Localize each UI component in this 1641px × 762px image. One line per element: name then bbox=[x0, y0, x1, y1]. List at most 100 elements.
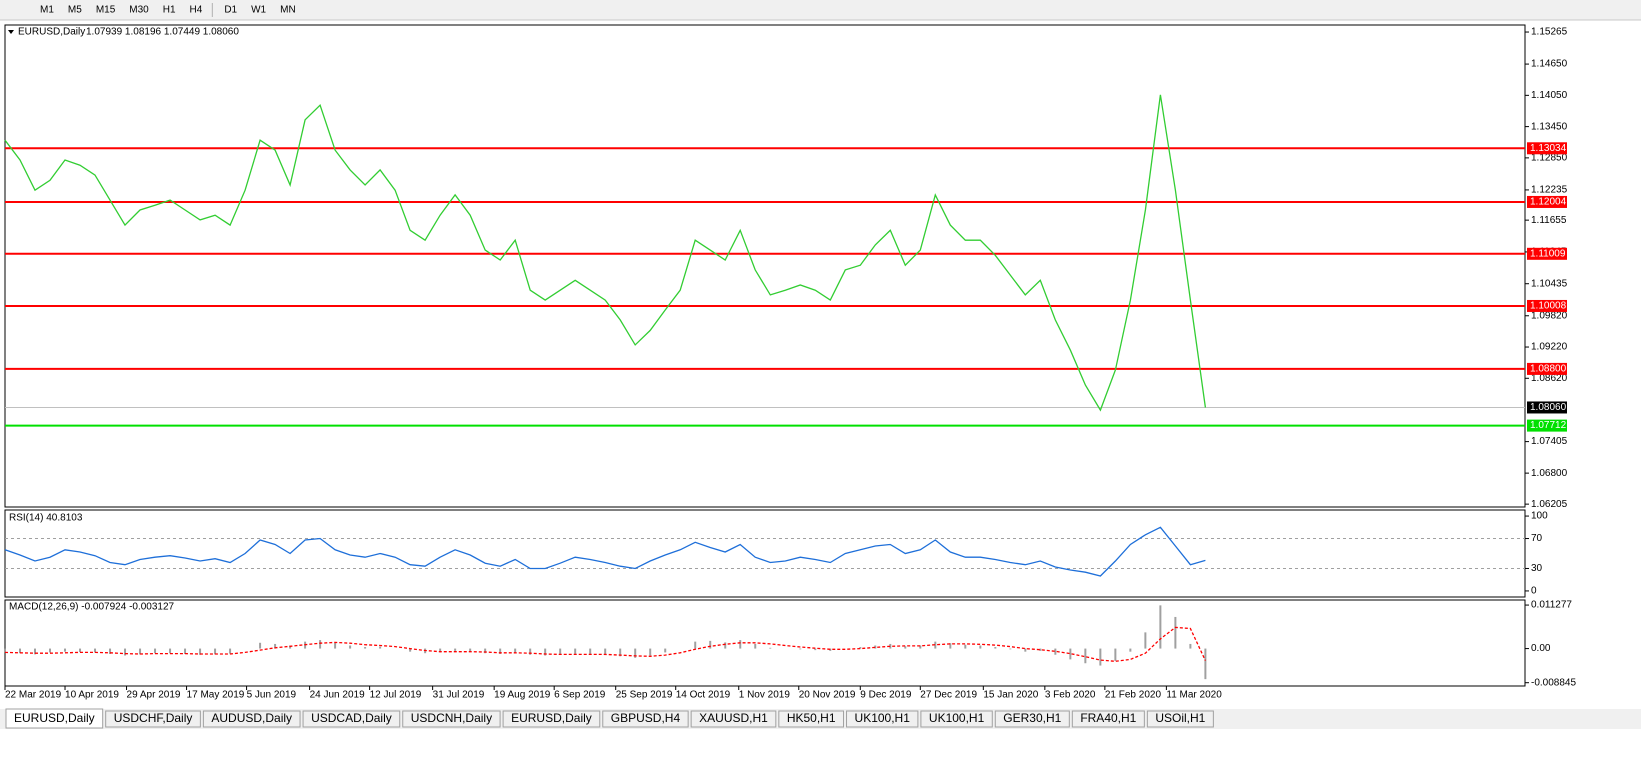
tab-label[interactable]: USDCNH,Daily bbox=[411, 711, 492, 725]
y-tick-label: 0 bbox=[1531, 586, 1537, 597]
tab-label[interactable]: EURUSD,Daily bbox=[511, 711, 592, 725]
tab-label[interactable]: FRA40,H1 bbox=[1080, 711, 1136, 725]
tab-label[interactable]: USDCHF,Daily bbox=[114, 711, 193, 725]
x-tick-label: 25 Sep 2019 bbox=[616, 690, 673, 701]
level-label-box bbox=[1527, 362, 1567, 375]
last-price-label: 1.08060 bbox=[1530, 402, 1567, 413]
x-tick-label: 9 Dec 2019 bbox=[860, 690, 912, 701]
y-tick-label: 1.09220 bbox=[1531, 342, 1568, 353]
y-tick-label: 100 bbox=[1531, 511, 1548, 522]
timeframe-button[interactable]: M15 bbox=[96, 5, 116, 16]
level-label: 1.08800 bbox=[1530, 364, 1567, 375]
y-tick-label: 1.14050 bbox=[1531, 90, 1568, 101]
y-tick-label: 1.14650 bbox=[1531, 59, 1568, 70]
tab[interactable] bbox=[846, 710, 919, 728]
tab-label[interactable]: USOil,H1 bbox=[1155, 711, 1205, 725]
x-tick-label: 3 Feb 2020 bbox=[1045, 690, 1096, 701]
timeframe-button[interactable]: M1 bbox=[40, 5, 54, 16]
y-tick-label: 1.11655 bbox=[1531, 215, 1567, 226]
tab[interactable] bbox=[1146, 710, 1214, 728]
x-tick-label: 27 Dec 2019 bbox=[920, 690, 977, 701]
timeframe-button[interactable]: MN bbox=[280, 5, 296, 16]
y-tick-label: 0.011277 bbox=[1531, 600, 1572, 611]
tab[interactable] bbox=[105, 710, 201, 728]
y-tick-label: 70 bbox=[1531, 533, 1543, 544]
y-tick-label: 1.07405 bbox=[1531, 436, 1568, 447]
y-tick-label: 0.00 bbox=[1531, 643, 1551, 654]
timeframe-button[interactable]: H4 bbox=[190, 5, 203, 16]
timeframe-button[interactable]: M30 bbox=[129, 5, 149, 16]
x-tick-label: 10 Apr 2019 bbox=[65, 690, 119, 701]
x-tick-label: 5 Jun 2019 bbox=[247, 690, 297, 701]
tab[interactable] bbox=[1071, 710, 1145, 728]
signal-line bbox=[4, 626, 1206, 662]
tab-label[interactable]: GER30,H1 bbox=[1003, 711, 1061, 725]
chart-title: EURUSD,Daily bbox=[18, 27, 85, 38]
rsi-title: RSI(14) 40.8103 bbox=[9, 513, 83, 524]
x-tick-label: 19 Aug 2019 bbox=[494, 690, 551, 701]
x-tick-label: 21 Feb 2020 bbox=[1105, 690, 1162, 701]
level-label-box bbox=[1527, 195, 1567, 208]
level-label: 1.07712 bbox=[1530, 420, 1567, 431]
y-tick-label: 1.12850 bbox=[1531, 153, 1568, 164]
level-label: 1.13034 bbox=[1530, 143, 1567, 154]
tab-label[interactable]: HK50,H1 bbox=[787, 711, 836, 725]
toolbar bbox=[0, 0, 1641, 20]
tab[interactable] bbox=[920, 710, 993, 728]
y-tick-label: 1.06800 bbox=[1531, 468, 1568, 479]
timeframe-button[interactable]: H1 bbox=[163, 5, 176, 16]
tab[interactable] bbox=[602, 710, 689, 728]
timeframe-button[interactable]: W1 bbox=[251, 5, 266, 16]
x-tick-label: 31 Jul 2019 bbox=[433, 690, 485, 701]
x-tick-label: 11 Mar 2020 bbox=[1166, 690, 1222, 701]
menu-arrow bbox=[8, 30, 14, 34]
rsi-line bbox=[4, 526, 1206, 577]
price-panel bbox=[4, 24, 1526, 508]
level-label-box bbox=[1527, 247, 1567, 260]
x-tick-label: 29 Apr 2019 bbox=[127, 690, 181, 701]
tab[interactable] bbox=[302, 710, 401, 728]
x-tick-label: 12 Jul 2019 bbox=[370, 690, 422, 701]
tab-label[interactable]: EURUSD,Daily bbox=[14, 711, 95, 725]
x-tick-label: 14 Oct 2019 bbox=[676, 690, 731, 701]
chart-quote: 1.07939 1.08196 1.07449 1.08060 bbox=[86, 27, 239, 38]
x-tick-label: 15 Jan 2020 bbox=[983, 690, 1038, 701]
level-label-box bbox=[1527, 299, 1567, 312]
tab[interactable] bbox=[402, 710, 501, 728]
tab[interactable] bbox=[994, 710, 1070, 728]
y-tick-label: 1.06205 bbox=[1531, 499, 1568, 510]
y-tick-label: -0.008845 bbox=[1531, 677, 1576, 688]
y-tick-label: 1.09820 bbox=[1531, 310, 1568, 321]
timeframe-button[interactable]: D1 bbox=[224, 5, 237, 16]
last-price-box bbox=[1527, 401, 1567, 414]
macd-title: MACD(12,26,9) -0.007924 -0.003127 bbox=[9, 602, 175, 613]
timeframe-button[interactable]: M5 bbox=[68, 5, 82, 16]
y-tick-label: 1.10435 bbox=[1531, 278, 1568, 289]
level-label: 1.10008 bbox=[1530, 301, 1567, 312]
y-tick-label: 1.12235 bbox=[1531, 185, 1568, 196]
tab[interactable] bbox=[502, 710, 601, 728]
price-line bbox=[4, 94, 1207, 412]
tab-label[interactable]: UK100,H1 bbox=[929, 711, 985, 725]
y-tick-label: 1.08620 bbox=[1531, 373, 1568, 384]
tab-label[interactable]: AUDUSD,Daily bbox=[211, 711, 292, 725]
tab[interactable] bbox=[202, 710, 301, 728]
tab[interactable] bbox=[5, 708, 104, 729]
tab-label[interactable]: GBPUSD,H4 bbox=[611, 711, 681, 725]
tab-label[interactable]: XAUUSD,H1 bbox=[699, 711, 768, 725]
x-tick-label: 6 Sep 2019 bbox=[554, 690, 606, 701]
y-tick-label: 1.15265 bbox=[1531, 27, 1568, 38]
x-tick-label: 24 Jun 2019 bbox=[310, 690, 365, 701]
x-tick-label: 20 Nov 2019 bbox=[799, 690, 856, 701]
level-label-box bbox=[1527, 419, 1567, 432]
tab[interactable] bbox=[690, 710, 777, 728]
tab[interactable] bbox=[778, 710, 845, 728]
level-label: 1.12004 bbox=[1530, 197, 1567, 208]
y-tick-label: 30 bbox=[1531, 563, 1543, 574]
x-tick-label: 22 Mar 2019 bbox=[5, 690, 62, 701]
tab-label[interactable]: USDCAD,Daily bbox=[311, 711, 392, 725]
y-tick-label: 1.13450 bbox=[1531, 121, 1568, 132]
tab-label[interactable]: UK100,H1 bbox=[855, 711, 911, 725]
